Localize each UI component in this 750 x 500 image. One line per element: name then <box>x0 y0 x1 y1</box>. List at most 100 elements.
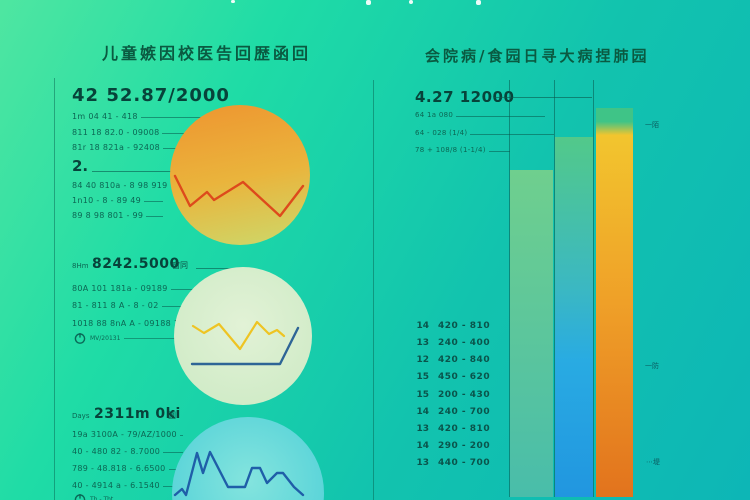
left-panel-divider <box>54 78 55 500</box>
row-label: 78 + 108/8 (1-1/4) <box>415 146 486 154</box>
row-rule <box>124 337 180 339</box>
blue-trend-line <box>190 326 300 366</box>
row-label: 64 - 028 (1/4) <box>415 129 468 137</box>
left-section2-row: 80A 101 181a - 09189 <box>72 284 197 293</box>
left-section3-suffix: 圆 <box>168 411 176 420</box>
power-icon <box>74 333 86 344</box>
circle-chart-cyan <box>172 417 324 500</box>
row-rule <box>163 452 183 453</box>
left-panel-title: 儿童嫉因校医告回歴函回 <box>102 44 312 63</box>
bar-chart <box>509 80 633 497</box>
bar-1 <box>510 170 553 497</box>
data-row: 15 450 - 620 <box>415 372 490 382</box>
row-index: 14 <box>416 321 429 331</box>
left-section2-suffix: 窗同 <box>172 261 188 270</box>
row-rule <box>170 289 197 290</box>
left-section3-row: 40 - 4914 a - 6.1540 <box>72 481 183 490</box>
data-row: 13 240 - 400 <box>415 338 490 348</box>
right-label-row: 64 - 028 (1/4) <box>415 129 554 137</box>
right-label-row: 78 + 108/8 (1-1/4) <box>415 146 510 154</box>
axis-mark: 一防 <box>645 362 659 370</box>
row-label: 1n10 - 8 - 89 49 <box>72 196 142 205</box>
row-label: 19a 3100A - 79/AZ/1000 <box>72 430 177 439</box>
red-trend-line <box>173 174 305 218</box>
left-section1-big-number: 42 52.87/2000 <box>72 85 230 106</box>
left-section1-row: 89 8 98 801 - 99 <box>72 211 163 220</box>
axis-mark: ⋯堤 <box>646 458 660 466</box>
data-row: 15 200 - 430 <box>415 390 490 400</box>
left-section3-label: Days <box>72 412 90 420</box>
row-rule <box>146 216 163 217</box>
left-section2-meter: MV/20131 <box>74 332 180 344</box>
row-rule <box>488 150 510 152</box>
left-section1-row: 1n10 - 8 - 89 49 <box>72 196 163 205</box>
right-panel-title: 会院病/食园日寻大病捏肺园 <box>425 47 650 65</box>
row-value: 200 - 430 <box>438 390 491 400</box>
top-edge-artifact <box>476 0 481 5</box>
top-edge-artifact <box>366 0 371 5</box>
right-label-row: 64 1a 080 <box>415 111 545 119</box>
row-label: 40 - 4914 a - 6.1540 <box>72 481 160 490</box>
data-row: 13 440 - 700 <box>415 458 490 468</box>
circle-chart-orange <box>170 105 310 245</box>
row-value: 240 - 700 <box>438 407 491 417</box>
row-value: 420 - 840 <box>438 355 491 365</box>
section2-rule <box>196 268 242 269</box>
row-index: 13 <box>416 338 429 348</box>
left-section1-row: 84 40 810a - 8 98 919 <box>72 181 167 190</box>
data-row: 13 420 - 810 <box>415 424 490 434</box>
row-label: 811 18 82.0 - 09008 <box>72 128 160 137</box>
right-big-number: 4.27 12000 <box>415 88 515 106</box>
power-icon <box>74 494 86 500</box>
row-label: 64 1a 080 <box>415 111 454 119</box>
circle-chart-cream <box>174 267 312 405</box>
data-row: 14 420 - 810 <box>415 321 490 331</box>
axis-mark: 一陌 <box>645 121 659 129</box>
left-section1-sub-label: 2. <box>72 157 89 175</box>
meter-label: Th - Tht <box>90 495 114 500</box>
row-label: 81 - 811 8 A - 8 - 02 <box>72 301 159 310</box>
blue-trend-line <box>173 450 305 497</box>
row-index: 14 <box>416 407 429 417</box>
big-number-connector <box>494 97 592 98</box>
data-row: 12 420 - 840 <box>415 355 490 365</box>
left-section1-row: 1m 04 41 - 418 <box>72 112 205 121</box>
row-index: 15 <box>416 390 429 400</box>
bar-2 <box>555 137 593 497</box>
row-label: 789 - 48.818 - 6.6500 <box>72 464 166 473</box>
yellow-trend-line <box>191 320 286 351</box>
row-rule <box>140 117 205 118</box>
data-row: 14 240 - 700 <box>415 407 490 417</box>
row-rule <box>144 201 163 202</box>
bar-3 <box>596 108 633 497</box>
left-section3-row: 40 - 480 82 - 8.7000 <box>72 447 183 456</box>
row-value: 420 - 810 <box>438 321 491 331</box>
line-chart-svg <box>173 450 305 497</box>
sub-label-rule <box>92 171 205 172</box>
row-index: 13 <box>416 424 429 434</box>
row-label: 89 8 98 801 - 99 <box>72 211 144 220</box>
row-label: 80A 101 181a - 09189 <box>72 284 168 293</box>
row-label: 40 - 480 82 - 8.7000 <box>72 447 161 456</box>
row-label: 1018 88 8nA A - 09188 1 <box>72 319 180 328</box>
left-section3-row: 789 - 48.818 - 6.6500 <box>72 464 183 473</box>
left-section3-big-number: 2311m 0ki <box>94 406 181 422</box>
center-panel-divider <box>373 80 374 500</box>
row-index: 12 <box>416 355 429 365</box>
row-rule <box>456 115 545 117</box>
row-index: 15 <box>416 372 429 382</box>
top-edge-artifact <box>409 0 413 4</box>
row-index: 14 <box>416 441 429 451</box>
row-label: 1m 04 41 - 418 <box>72 112 138 121</box>
meter-label: MV/20131 <box>90 334 121 342</box>
left-section3-meter: Th - Tht <box>74 493 164 500</box>
row-value: 240 - 400 <box>438 338 491 348</box>
row-label: 84 40 810a - 8 98 919 <box>72 181 168 190</box>
left-section2-big-number: 8242.5000 <box>92 256 180 272</box>
left-section3-row: 19a 3100A - 79/AZ/1000 <box>72 430 183 439</box>
row-rule <box>179 435 183 436</box>
row-value: 290 - 200 <box>438 441 491 451</box>
data-row: 14 290 - 200 <box>415 441 490 451</box>
row-value: 420 - 810 <box>438 424 491 434</box>
row-value: 450 - 620 <box>438 372 491 382</box>
